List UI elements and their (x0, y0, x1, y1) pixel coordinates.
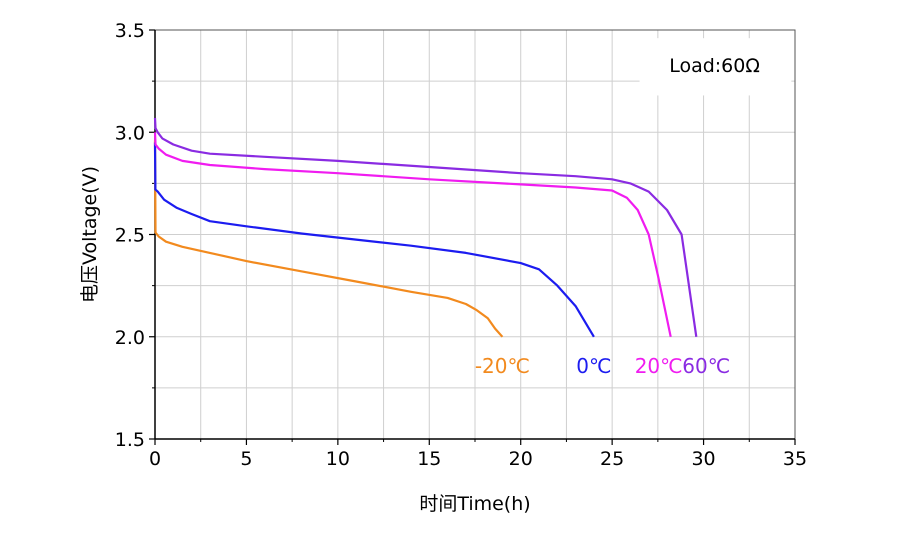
x-axis-label: 时间Time(h) (419, 493, 530, 515)
series-line (153, 142, 595, 338)
series-group (153, 117, 698, 338)
series-label: 20℃ (635, 354, 683, 378)
series-label: -20℃ (475, 354, 530, 378)
series-labels: -20℃ 0℃ 20℃ 60℃ (475, 354, 730, 378)
y-tick-label: 3.0 (115, 122, 145, 144)
series-line (153, 117, 698, 337)
x-tick-label: 0 (149, 448, 161, 470)
y-tick-label: 1.5 (115, 429, 145, 451)
y-tick-label: 3.5 (115, 20, 145, 42)
y-tick-label: 2.5 (115, 225, 145, 247)
y-tick-label: 2.0 (115, 327, 145, 349)
x-tick-label: 5 (240, 448, 252, 470)
series-line (153, 140, 504, 338)
x-tick-label: 30 (691, 448, 715, 470)
annotation-box (639, 38, 792, 96)
x-tick-label: 35 (783, 448, 807, 470)
x-tick-label: 25 (600, 448, 624, 470)
x-tick-label: 10 (326, 448, 350, 470)
series-line (153, 132, 672, 338)
series-label: 0℃ (576, 354, 611, 378)
load-annotation: Load:60Ω (669, 55, 760, 77)
y-axis-label: 电压Voltage(V) (79, 166, 101, 303)
axes: 0 5 10 15 20 25 30 35 1.5 2.0 2.5 3.0 3.5 (115, 20, 807, 470)
series-label: 60℃ (682, 354, 730, 378)
x-tick-label: 20 (509, 448, 533, 470)
x-tick-label: 15 (417, 448, 441, 470)
annotation-group: Load:60Ω (639, 38, 792, 96)
